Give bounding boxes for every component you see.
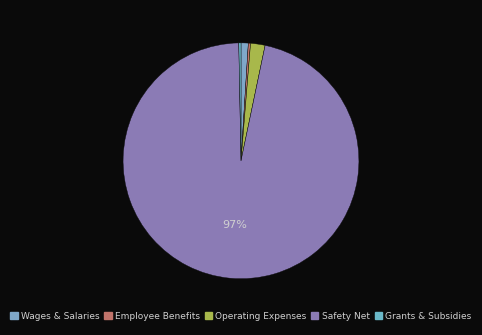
Wedge shape [239, 43, 241, 161]
Wedge shape [123, 43, 359, 279]
Legend: Wages & Salaries, Employee Benefits, Operating Expenses, Safety Net, Grants & Su: Wages & Salaries, Employee Benefits, Ope… [7, 308, 475, 324]
Wedge shape [241, 43, 248, 161]
Wedge shape [241, 43, 265, 161]
Text: 97%: 97% [223, 220, 247, 230]
Wedge shape [241, 43, 251, 161]
